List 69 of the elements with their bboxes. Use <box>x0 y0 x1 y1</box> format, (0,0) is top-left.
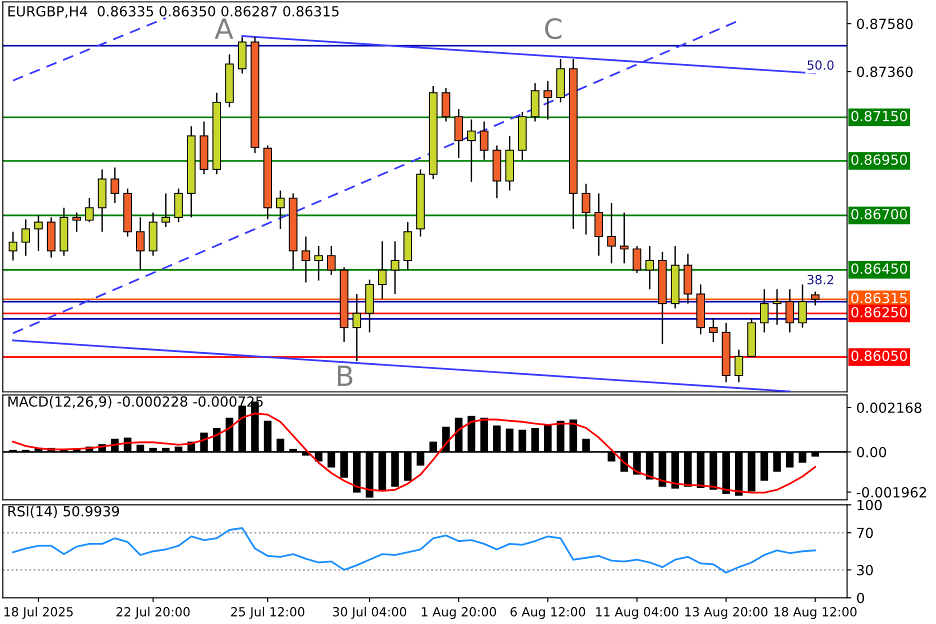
y-tick-label: 30 <box>857 564 873 576</box>
candlestick <box>72 212 81 232</box>
chart-title: MACD(12,26,9) -0.000228 -0.000725 <box>8 396 263 408</box>
y-tick-label: 100 <box>858 500 882 510</box>
line-series <box>12 527 816 574</box>
x-tick-label: 22 Jul 20:00 <box>116 606 190 619</box>
annotation: C <box>545 18 562 40</box>
candlestick <box>467 118 476 183</box>
x-tick-label: 25 Jul 12:00 <box>231 606 304 619</box>
ref-line-label: 0.87150 <box>851 110 907 122</box>
candlestick <box>620 212 629 264</box>
line-series <box>12 412 816 494</box>
candlestick <box>8 231 18 262</box>
x-tick-label: 11 Aug 04:00 <box>596 607 678 619</box>
x-tick-label: 1 Aug 20:00 <box>422 607 496 619</box>
ref-line-label: 0.86450 <box>851 263 907 274</box>
candlestick <box>772 288 782 326</box>
candlestick <box>390 240 400 295</box>
ref-line-label: 0.86050 <box>851 350 907 362</box>
candlestick <box>480 120 488 161</box>
candlestick <box>810 290 820 306</box>
ref-line-label: 0.86315 <box>851 292 907 304</box>
candlestick <box>136 216 145 271</box>
ref-line-label: 0.86700 <box>851 208 907 220</box>
candlestick <box>85 197 94 223</box>
annotation: B <box>338 366 352 386</box>
candlestick <box>734 348 744 383</box>
ref-line-label: 0.86250 <box>851 306 907 318</box>
chart-title: RSI(14) 50.9939 <box>8 506 119 518</box>
y-tick-label: 0.87580 <box>857 18 913 30</box>
y-tick-label: 0 <box>857 592 864 604</box>
candlestick <box>378 240 387 300</box>
candlestick <box>276 190 285 230</box>
candlestick <box>454 108 463 159</box>
candlestick <box>594 192 604 256</box>
candlestick <box>785 288 794 334</box>
candlestick <box>582 183 590 236</box>
annotation: 38.2 <box>808 274 834 284</box>
x-tick-label: 13 Aug 20:00 <box>685 607 768 619</box>
y-tick-label: -0.001962 <box>856 487 926 498</box>
y-tick-label: 0.002168 <box>857 402 922 413</box>
candlestick <box>632 245 642 274</box>
candlestick <box>645 245 654 290</box>
x-tick-label: 18 Jul 2025 <box>4 606 73 619</box>
candlestick <box>162 192 170 228</box>
y-tick-label: 0.00 <box>857 446 886 458</box>
candlestick <box>544 80 552 120</box>
candlestick <box>34 214 43 252</box>
x-tick-label: 6 Aug 12:00 <box>510 607 586 619</box>
candlestick <box>607 202 616 264</box>
annotation: A <box>214 18 234 39</box>
y-tick-label: 0.87360 <box>857 66 913 78</box>
x-tick-label: 18 Aug 12:00 <box>774 607 857 619</box>
candlestick <box>327 245 336 276</box>
annotation: 50.0 <box>808 60 834 70</box>
candlestick <box>314 245 323 282</box>
chart-title: EURGBP,H4 0.86335 0.86350 0.86287 0.86315 <box>8 6 339 18</box>
candlestick <box>709 317 718 343</box>
candlestick <box>21 218 30 256</box>
x-tick-label: 30 Jul 04:00 <box>333 606 406 619</box>
candlestick <box>110 166 120 204</box>
candlestick <box>352 293 362 362</box>
candlestick <box>302 236 310 284</box>
candlestick <box>174 188 183 223</box>
candlestick <box>760 288 769 334</box>
candlestick <box>442 87 450 122</box>
ref-line-label: 0.86950 <box>851 154 907 165</box>
y-tick-label: 70 <box>857 528 873 538</box>
candlestick <box>798 284 807 328</box>
